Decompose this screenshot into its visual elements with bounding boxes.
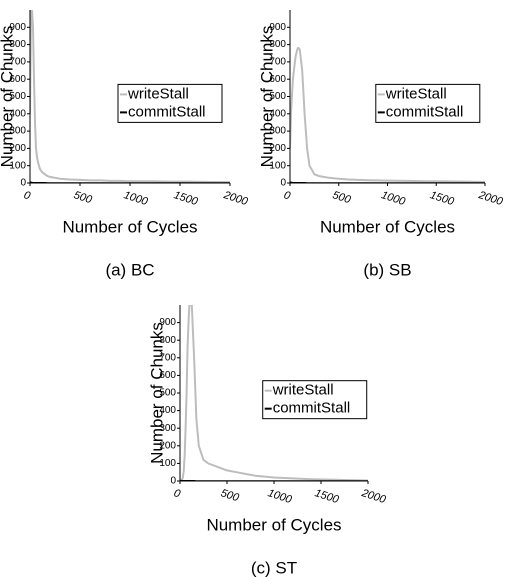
y-tick-label: 900 xyxy=(159,317,176,328)
y-tick-label: 0 xyxy=(20,178,26,189)
y-tick-label: 500 xyxy=(9,91,26,102)
y-tick-label: 200 xyxy=(269,143,286,154)
x-tick-label: 2000 xyxy=(359,487,388,507)
legend-label: writeStall xyxy=(127,85,189,102)
y-tick-label: 500 xyxy=(159,388,176,399)
series-line xyxy=(290,47,485,183)
caption: (c) ST xyxy=(251,558,297,577)
y-tick-label: 900 xyxy=(9,22,26,33)
x-tick-label: 1000 xyxy=(266,487,294,506)
x-axis-label: Number of Cycles xyxy=(62,217,197,236)
y-tick-label: 800 xyxy=(9,39,26,50)
x-axis-label: Number of Cycles xyxy=(206,515,341,534)
x-tick-label: 500 xyxy=(331,189,353,206)
y-tick-label: 600 xyxy=(9,74,26,85)
y-tick-label: 300 xyxy=(159,423,176,434)
y-tick-label: 400 xyxy=(9,108,26,119)
y-tick-label: 100 xyxy=(269,160,286,171)
x-tick-label: 0 xyxy=(172,487,182,501)
x-tick-label: 0 xyxy=(22,189,32,203)
y-tick-label: 300 xyxy=(269,126,286,137)
legend-label: commitStall xyxy=(128,103,206,120)
legend-box xyxy=(375,83,481,123)
y-tick-label: 900 xyxy=(269,22,286,33)
x-axis-label: Number of Cycles xyxy=(320,217,455,236)
y-tick-label: 0 xyxy=(280,178,286,189)
x-tick-label: 0 xyxy=(282,189,292,203)
y-tick-label: 100 xyxy=(9,160,26,171)
y-tick-label: 200 xyxy=(159,440,176,451)
x-tick-label: 500 xyxy=(72,189,94,206)
y-tick-label: 600 xyxy=(269,74,286,85)
y-tick-label: 200 xyxy=(9,143,26,154)
series-line xyxy=(30,10,230,183)
y-axis-label: Number of Chunks xyxy=(0,26,16,168)
x-tick-label: 1500 xyxy=(428,189,456,208)
y-tick-label: 600 xyxy=(159,370,176,381)
legend-label: commitStall xyxy=(386,103,464,120)
y-tick-label: 100 xyxy=(159,458,176,469)
x-tick-label: 2000 xyxy=(476,189,505,209)
y-tick-label: 400 xyxy=(269,108,286,119)
x-tick-label: 1000 xyxy=(380,189,408,208)
y-tick-label: 800 xyxy=(159,335,176,346)
legend-box xyxy=(117,83,223,123)
y-tick-label: 700 xyxy=(269,57,286,68)
caption: (a) BC xyxy=(105,260,154,279)
subplot: 0 100 200 300 400 500 600 700 800 900 0 500 1000 1500… xyxy=(0,10,250,279)
y-tick-label: 700 xyxy=(9,57,26,68)
y-tick-label: 700 xyxy=(159,352,176,363)
y-tick-label: 400 xyxy=(159,405,176,416)
y-tick-label: 300 xyxy=(9,126,26,137)
y-tick-label: 800 xyxy=(269,39,286,50)
x-tick-label: 2000 xyxy=(221,189,250,209)
subplot: 0 100 200 300 400 500 600 700 800 900 0 500 1000 1500… xyxy=(257,10,505,279)
y-axis-label: Number of Chunks xyxy=(257,26,276,168)
legend-label: writeStall xyxy=(272,382,334,399)
y-tick-label: 500 xyxy=(269,91,286,102)
y-axis-label: Number of Chunks xyxy=(147,322,166,464)
legend-label: commitStall xyxy=(273,400,351,417)
x-tick-label: 1500 xyxy=(172,189,200,208)
subplot: 0 100 200 300 400 500 600 700 800 900 0 500 1000 1500… xyxy=(147,305,388,577)
legend-box xyxy=(262,380,368,420)
x-tick-label: 1000 xyxy=(122,189,150,208)
y-tick-label: 0 xyxy=(170,476,176,487)
caption: (b) SB xyxy=(363,260,411,279)
series-line xyxy=(180,305,368,481)
x-tick-label: 1500 xyxy=(313,487,341,506)
x-tick-label: 500 xyxy=(219,487,241,504)
legend-label: writeStall xyxy=(385,85,447,102)
